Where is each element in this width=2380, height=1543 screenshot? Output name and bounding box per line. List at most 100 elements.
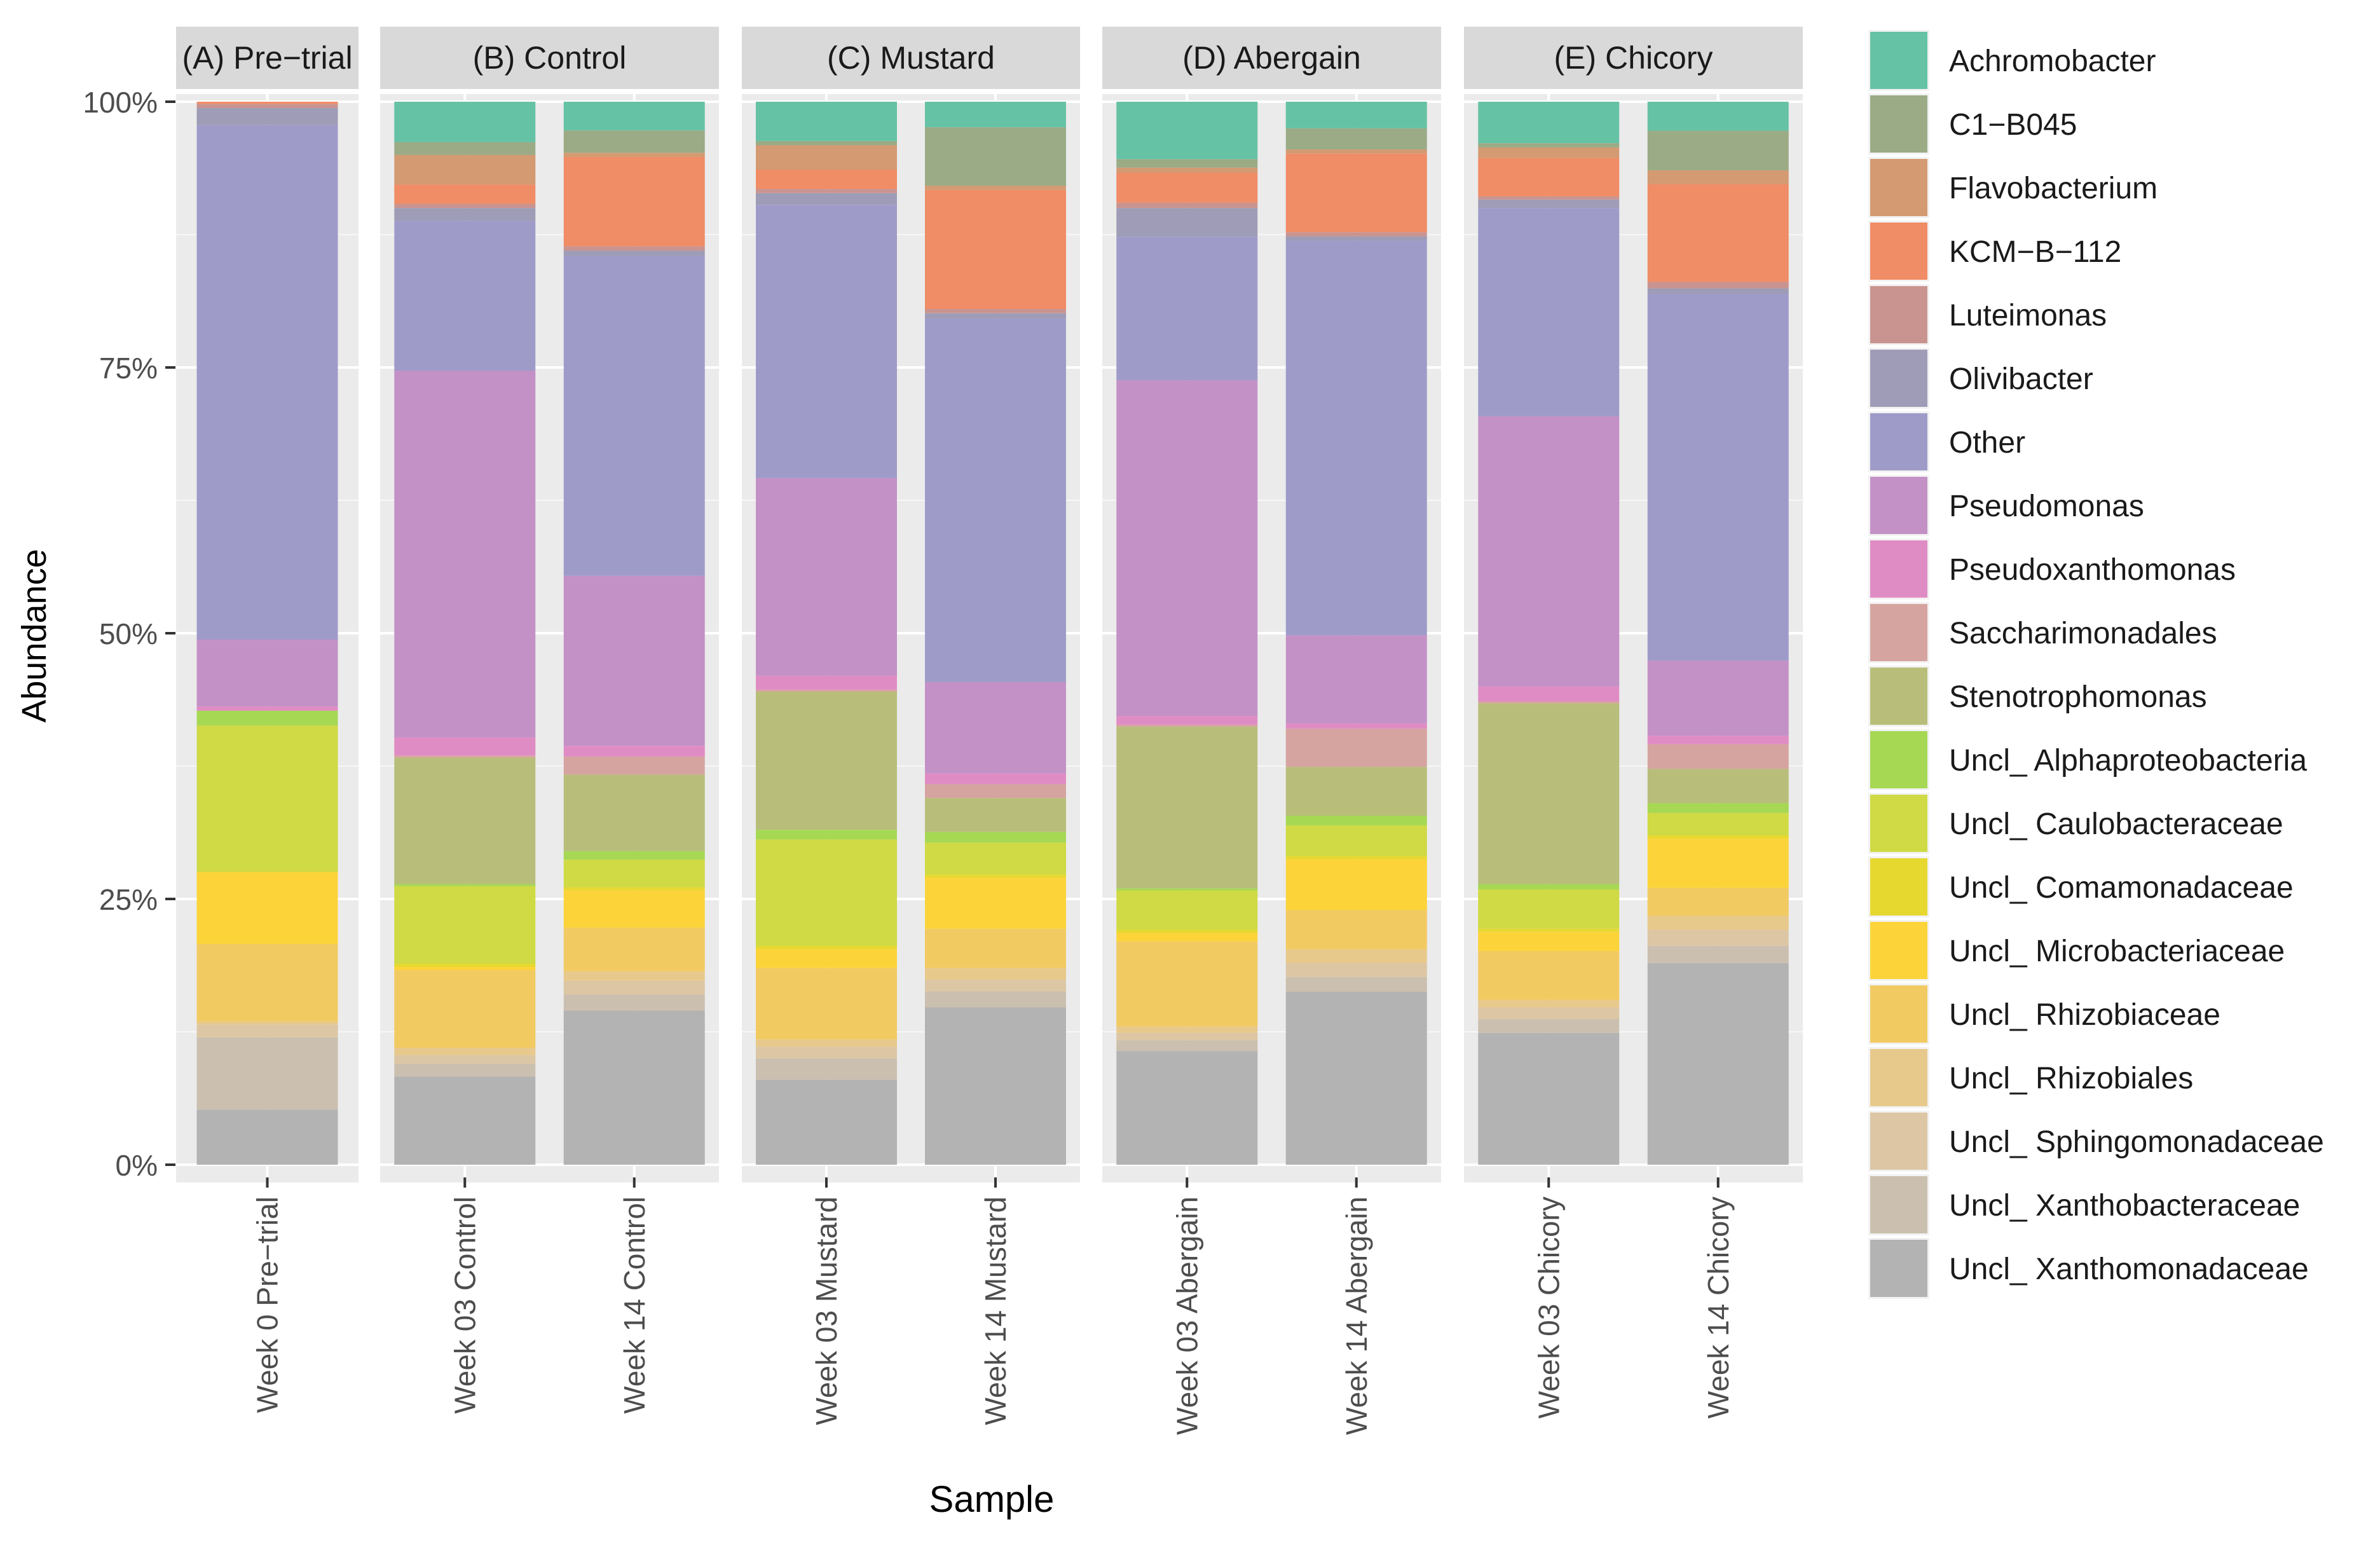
bar-segment [756,189,897,193]
y-tick-label: 75% [99,352,158,385]
bar-segment [1478,884,1620,889]
bar-segment [1116,208,1258,237]
bar-segment [925,319,1066,682]
bar-segment [563,994,705,1011]
x-tick-label: Week 03 Mustard [810,1197,843,1425]
bar-segment [1478,1018,1620,1033]
bar-segment [1647,170,1789,184]
bar-segment [196,102,338,104]
bar-segment [563,256,705,576]
bar-segment [563,971,705,981]
bar-segment [196,1024,338,1038]
bar-segment [756,477,897,676]
bar-segment [1116,1026,1258,1033]
legend-color-swatch [1870,159,1927,216]
bar-segment [1647,661,1789,736]
bar-segment [1647,294,1789,661]
bar-segment [1478,703,1620,884]
legend-item: Uncl_ Alphaproteobacteria [1868,729,2307,790]
bar-segment [925,968,1066,980]
bar-segment [925,309,1066,313]
facet-strip [1464,27,1803,89]
bar-segment [563,756,705,775]
bar-segment [1285,232,1427,237]
bar-segment [1285,236,1427,241]
x-tick-label: Week 03 Abergain [1170,1197,1203,1435]
bar-segment [925,980,1066,992]
bar-segment [1285,240,1427,636]
facet-panels: (A) Pre−trial Week 0 Pre−trial (B) Control… [176,27,1803,1435]
bar-segment [1285,153,1427,233]
bar-segment [394,142,536,155]
bar-segment [1116,173,1258,203]
legend-label: Uncl_ Microbacteriaceae [1949,935,2285,968]
bar-segment [563,575,705,746]
legend-item: Other [1868,411,2025,472]
bar-segment [925,682,1066,774]
bar-segment [1285,128,1427,150]
bar-segment [1478,1032,1620,1165]
bar-segment [563,928,705,971]
bar-segment [1116,1051,1258,1165]
bar-segment [1647,839,1789,888]
bar-segment [925,773,1066,785]
facet-strip-label: (C) Mustard [827,40,995,76]
bar-segment [1647,288,1789,294]
legend-label: Pseudoxanthomonas [1949,553,2236,587]
bar-segment [1478,416,1620,687]
legend-color-swatch [1870,731,1927,788]
bar-segment [196,104,338,109]
bar-segment [1116,941,1258,1027]
bar-segment [1116,1040,1258,1052]
facet-strip [742,27,1080,89]
bar-segment [563,746,705,757]
legend-color-swatch [1870,223,1927,280]
facet-panel: (B) Control Week 03 Control Week 14 Contro… [380,27,719,1414]
bar-segment [1647,130,1789,170]
x-tick-label: Week 14 Control [618,1197,651,1414]
legend-label: Uncl_ Xanthobacteraceae [1949,1189,2300,1223]
legend-item: Luteimonas [1868,284,2107,345]
bar-segment [394,1064,536,1077]
bar-segment [756,968,897,1039]
y-tick-label: 25% [99,883,158,916]
legend-item: Uncl_ Comamonadaceae [1868,856,2294,917]
legend-color-swatch [1870,858,1927,916]
bar-segment [1116,933,1258,942]
bar-segment [1478,950,1620,1000]
bar-segment [925,991,1066,1008]
bar-segment [1647,916,1789,930]
bar-segment [394,886,536,964]
legend-color-swatch [1870,350,1927,407]
bar-segment [1647,769,1789,804]
legend-item: Achromobacter [1868,30,2156,91]
bar-segment [925,832,1066,843]
bar-segment [925,186,1066,190]
facet-strip [1102,27,1441,89]
bar-segment [925,127,1066,186]
bar-segment [756,102,897,141]
x-tick-label: Week 03 Chicory [1532,1197,1565,1418]
legend-label: Uncl_ Xanthomonadaceae [1949,1252,2309,1286]
legend-label: Luteimonas [1949,299,2107,333]
legend-label: Flavobacterium [1949,172,2158,205]
legend-item: Uncl_ Xanthobacteraceae [1868,1174,2300,1235]
bar-segment [1116,929,1258,933]
legend-item: KCM−B−112 [1868,221,2121,282]
bar-segment [1285,963,1427,977]
bar-segment [196,872,338,944]
facet-strip [380,27,719,89]
bar-segment [756,949,897,968]
bar-segment [756,1080,897,1165]
x-tick-label: Week 0 Pre−trial [251,1197,284,1413]
bar-segment [563,851,705,860]
bar-segment [1285,816,1427,826]
bar-segment [563,246,705,251]
bar-segment [756,1046,897,1059]
legend-label: C1−B045 [1949,108,2077,142]
bar-segment [756,193,897,205]
legend-color-swatch [1870,985,1927,1043]
bar-segment [1478,1007,1620,1019]
bar-segment [756,1058,897,1080]
x-tick-label: Week 03 Control [448,1197,481,1414]
